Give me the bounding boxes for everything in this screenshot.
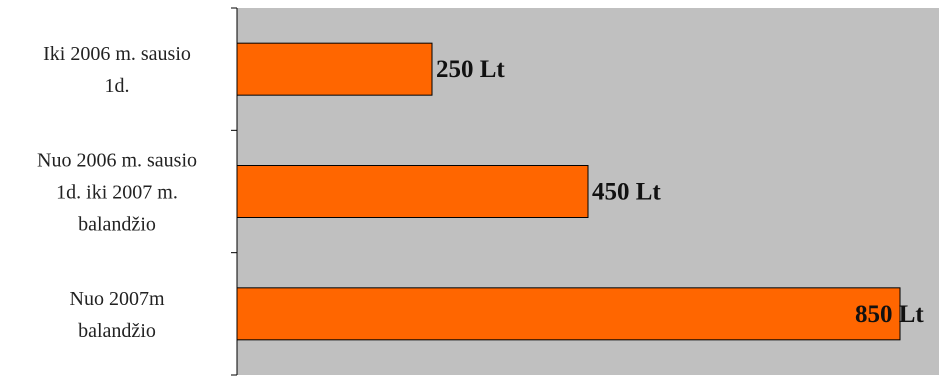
category-label-line: balandžio — [78, 320, 156, 342]
category-label-line: balandžio — [78, 214, 156, 236]
data-label: 450 Lt — [592, 179, 661, 206]
category-label-line: 1d. — [105, 75, 130, 97]
category-label-line: Iki 2006 m. sausio — [43, 43, 191, 65]
category-label: Nuo 2006 m. sausio 1d. iki 2007 m. balandž… — [37, 150, 197, 236]
category-label-line: Nuo 2007m — [70, 288, 165, 310]
data-label: 250 Lt — [436, 56, 505, 83]
bar — [236, 42, 433, 96]
bars-layer — [236, 42, 901, 341]
category-labels: Iki 2006 m. sausio 1d. Nuo 2006 m. sausio 1… — [37, 43, 197, 342]
category-label-line: Nuo 2006 m. sausio — [37, 150, 197, 172]
category-label-line: 1d. iki 2007 m. — [56, 182, 178, 204]
data-label: 850 Lt — [855, 301, 924, 328]
category-axis — [231, 7, 238, 376]
category-label: Nuo 2007m balandžio — [70, 288, 165, 342]
data-labels: 250 Lt 450 Lt 850 Lt — [436, 56, 924, 328]
category-label: Iki 2006 m. sausio 1d. — [43, 43, 191, 97]
bar — [236, 165, 589, 218]
bar — [236, 287, 901, 341]
